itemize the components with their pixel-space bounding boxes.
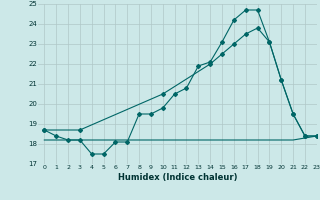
- X-axis label: Humidex (Indice chaleur): Humidex (Indice chaleur): [118, 173, 237, 182]
